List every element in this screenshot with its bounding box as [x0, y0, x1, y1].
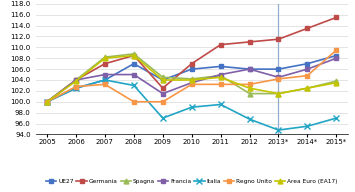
- UE27: [218, 65, 223, 68]
- Spagna: [103, 56, 107, 58]
- Francia: [45, 101, 49, 103]
- Italia: [305, 125, 310, 127]
- Area Euro (EA17): [161, 79, 165, 81]
- Regno Unito: [247, 83, 252, 85]
- Italia: [247, 118, 252, 120]
- Germania: [161, 87, 165, 89]
- Regno Unito: [45, 101, 49, 103]
- Line: Germania: Germania: [45, 15, 338, 104]
- Regno Unito: [103, 83, 107, 85]
- Line: UE27: UE27: [45, 53, 338, 104]
- Area Euro (EA17): [45, 101, 49, 103]
- Italia: [276, 129, 280, 131]
- Line: Spagna: Spagna: [45, 51, 339, 104]
- Spagna: [190, 78, 194, 80]
- Francia: [276, 76, 280, 79]
- Regno Unito: [190, 83, 194, 85]
- Francia: [74, 79, 78, 81]
- Francia: [305, 68, 310, 70]
- Germania: [276, 38, 280, 40]
- Legend: UE27, Germania, Spagna, Francia, Italia, Regno Unito, Area Euro (EA17): UE27, Germania, Spagna, Francia, Italia,…: [46, 179, 338, 184]
- Francia: [218, 73, 223, 76]
- Regno Unito: [276, 78, 280, 80]
- Area Euro (EA17): [132, 54, 136, 57]
- Italia: [45, 101, 49, 103]
- Germania: [305, 27, 310, 30]
- Francia: [161, 93, 165, 95]
- Area Euro (EA17): [190, 79, 194, 81]
- Spagna: [247, 93, 252, 95]
- Germania: [132, 54, 136, 57]
- Spagna: [161, 76, 165, 79]
- Regno Unito: [132, 101, 136, 103]
- Spagna: [334, 80, 338, 82]
- Italia: [218, 103, 223, 106]
- Area Euro (EA17): [276, 93, 280, 95]
- Italia: [161, 117, 165, 119]
- Italia: [132, 84, 136, 87]
- Area Euro (EA17): [103, 57, 107, 59]
- Francia: [190, 82, 194, 84]
- UE27: [190, 68, 194, 70]
- Spagna: [45, 101, 49, 103]
- Area Euro (EA17): [247, 87, 252, 89]
- Line: Regno Unito: Regno Unito: [45, 48, 338, 104]
- UE27: [305, 63, 310, 65]
- Francia: [247, 68, 252, 70]
- Area Euro (EA17): [74, 80, 78, 82]
- Germania: [334, 16, 338, 19]
- Germania: [45, 101, 49, 103]
- UE27: [247, 68, 252, 70]
- Germania: [74, 79, 78, 81]
- Regno Unito: [218, 83, 223, 85]
- Line: Francia: Francia: [45, 56, 338, 104]
- Line: Italia: Italia: [44, 77, 339, 133]
- Francia: [103, 73, 107, 76]
- UE27: [132, 63, 136, 65]
- Spagna: [276, 93, 280, 95]
- Italia: [103, 79, 107, 81]
- Francia: [334, 57, 338, 59]
- Italia: [74, 87, 78, 89]
- Germania: [190, 63, 194, 65]
- Germania: [218, 44, 223, 46]
- Spagna: [132, 53, 136, 55]
- Area Euro (EA17): [334, 82, 338, 84]
- Line: Area Euro (EA17): Area Euro (EA17): [45, 53, 339, 104]
- Spagna: [305, 87, 310, 89]
- Area Euro (EA17): [218, 76, 223, 79]
- UE27: [45, 101, 49, 103]
- Area Euro (EA17): [305, 87, 310, 89]
- Regno Unito: [305, 74, 310, 77]
- Italia: [190, 106, 194, 108]
- Regno Unito: [74, 85, 78, 88]
- Regno Unito: [334, 49, 338, 51]
- Italia: [334, 117, 338, 119]
- Francia: [132, 73, 136, 76]
- UE27: [103, 79, 107, 81]
- Germania: [103, 63, 107, 65]
- UE27: [334, 54, 338, 57]
- UE27: [276, 68, 280, 70]
- Regno Unito: [161, 101, 165, 103]
- UE27: [161, 79, 165, 81]
- Germania: [247, 41, 252, 43]
- Spagna: [218, 74, 223, 77]
- Spagna: [74, 79, 78, 81]
- UE27: [74, 87, 78, 89]
